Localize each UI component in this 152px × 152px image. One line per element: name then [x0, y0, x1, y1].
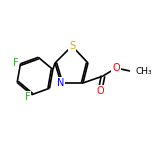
Text: F: F: [13, 58, 18, 68]
Text: S: S: [69, 41, 75, 51]
Text: N: N: [57, 78, 65, 88]
Text: O: O: [96, 86, 104, 96]
Text: F: F: [25, 92, 31, 102]
Text: O: O: [112, 63, 120, 73]
Text: CH₃: CH₃: [135, 67, 152, 76]
